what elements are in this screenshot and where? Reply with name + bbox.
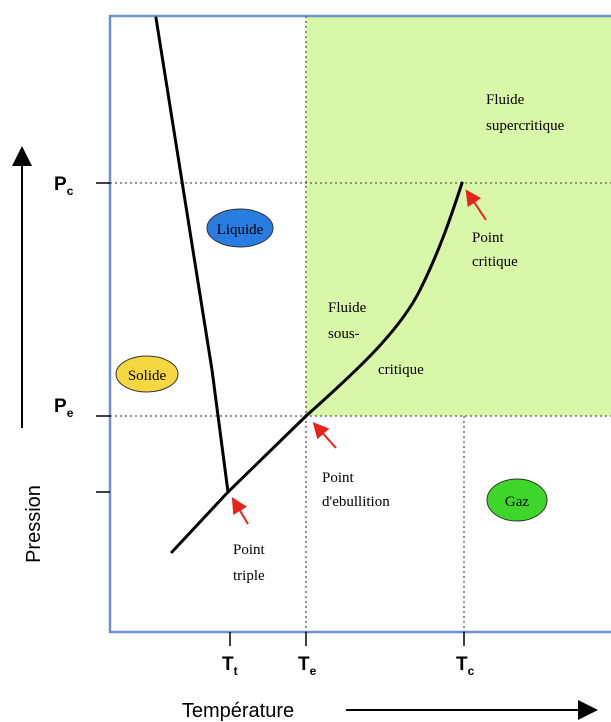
fusion-curve xyxy=(154,16,230,494)
guide-lines xyxy=(110,16,611,632)
plot-frame xyxy=(108,14,611,634)
boiling-point-label-line1: Point xyxy=(322,470,355,486)
x-tick-tt: Tt xyxy=(222,654,238,678)
tick-marks xyxy=(96,182,465,646)
critical-point-label-line2: critique xyxy=(472,254,518,270)
phase-boundaries xyxy=(154,16,464,554)
subcritical-label-line3: critique xyxy=(378,362,424,378)
triple-point-label-line2: triple xyxy=(233,568,265,584)
solide-bubble xyxy=(115,355,179,393)
critical-point-arrow xyxy=(465,189,487,221)
triple-point-arrow xyxy=(231,497,249,525)
x-axis-title: Température xyxy=(182,700,294,722)
gaz-label: Gaz xyxy=(505,494,529,510)
y-axis-title: Pression xyxy=(23,485,45,563)
liquide-bubble xyxy=(206,208,274,248)
y-tick-pe: Pe xyxy=(54,396,74,420)
boiling-point-label-line2: d'ebullition xyxy=(322,494,390,510)
boiling-point-arrow xyxy=(312,422,337,449)
y-tick-pc: Pc xyxy=(54,174,74,198)
liquide-label: Liquide xyxy=(217,222,264,238)
critical-point-label-line1: Point xyxy=(472,230,505,246)
supercritical-label-line2: supercritique xyxy=(486,118,565,134)
triple-point-label-line1: Point xyxy=(233,542,266,558)
solide-label: Solide xyxy=(128,368,167,384)
x-tick-te: Te xyxy=(298,654,317,678)
subcritical-label-line1: Fluide xyxy=(328,300,367,316)
gaz-bubble xyxy=(486,478,548,522)
supercritical-label-line1: Fluide xyxy=(486,92,525,108)
supercritical-region xyxy=(306,16,611,416)
x-tick-tc: Tc xyxy=(456,654,475,678)
subcritical-label-line2: sous- xyxy=(328,326,360,342)
sublimation-curve xyxy=(170,414,308,554)
vaporization-curve xyxy=(304,181,464,418)
